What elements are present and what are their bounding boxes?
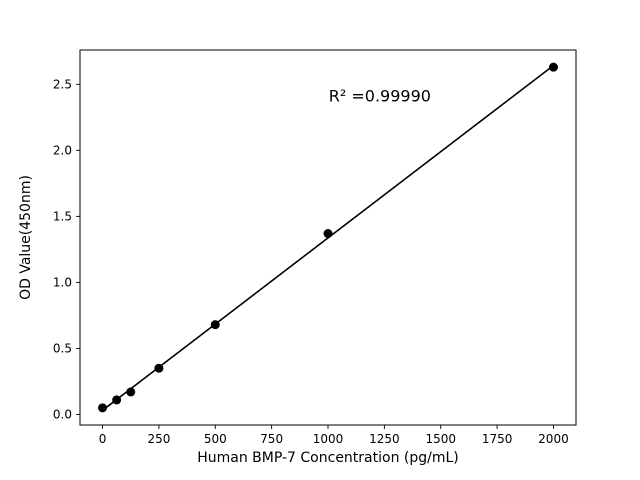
y-tick-label: 1.5 (53, 209, 72, 223)
x-tick-label: 1250 (369, 432, 400, 446)
x-tick-label: 500 (204, 432, 227, 446)
x-tick-label: 0 (99, 432, 107, 446)
r-squared-annotation: R² =0.99990 (329, 86, 431, 105)
data-point (98, 403, 108, 413)
y-tick-label: 0.0 (53, 407, 72, 421)
x-tick-label: 1000 (313, 432, 344, 446)
y-axis-label: OD Value(450nm) (18, 175, 34, 300)
x-tick-label: 1500 (425, 432, 456, 446)
x-tick-label: 750 (260, 432, 283, 446)
x-tick-label: 2000 (538, 432, 569, 446)
x-tick-label: 250 (147, 432, 170, 446)
data-point (112, 395, 122, 405)
data-point (548, 62, 558, 72)
y-tick-label: 1.0 (53, 275, 72, 289)
data-point (154, 363, 164, 373)
x-tick-label: 1750 (482, 432, 513, 446)
axes-box (79, 49, 577, 426)
data-point (126, 387, 136, 397)
data-point (323, 229, 333, 239)
x-axis-label: Human BMP-7 Concentration (pg/mL) (197, 450, 459, 466)
y-tick-label: 2.0 (53, 143, 72, 157)
y-tick-label: 2.5 (53, 77, 72, 91)
y-tick-label: 0.5 (53, 341, 72, 355)
data-point (210, 320, 220, 330)
